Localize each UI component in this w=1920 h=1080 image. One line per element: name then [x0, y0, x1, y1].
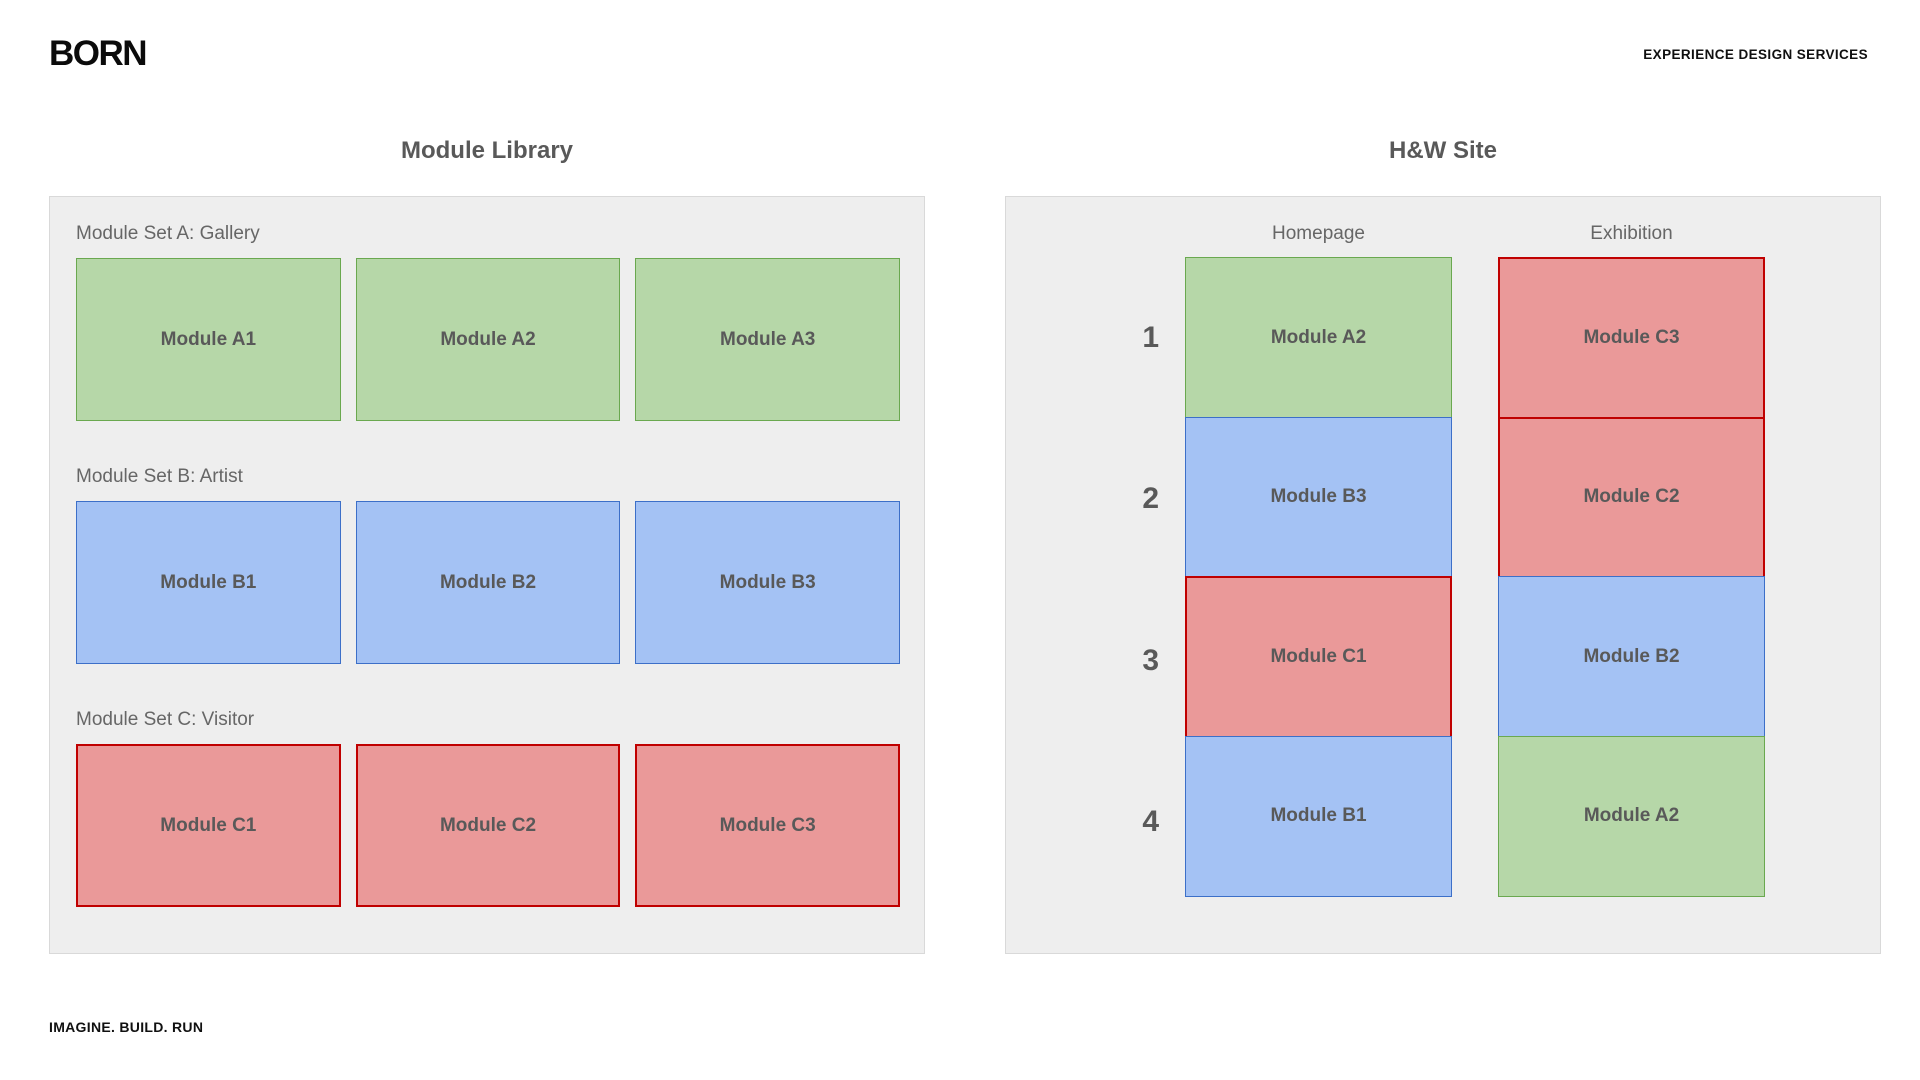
library-module-b3: Module B3 — [635, 501, 901, 664]
exhibition-module-row3: Module B2 — [1498, 576, 1765, 738]
experience-design-services-label: EXPERIENCE DESIGN SERVICES — [1643, 47, 1868, 62]
module-set-b-row: Module B1 Module B2 Module B3 — [76, 501, 901, 664]
module-set-a-row: Module A1 Module A2 Module A3 — [76, 258, 901, 421]
module-library-panel: Module Set A: Gallery Module A1 Module A… — [49, 196, 925, 954]
column-gap — [1452, 223, 1498, 903]
library-module-a1: Module A1 — [76, 258, 341, 421]
module-set-a-label: Module Set A: Gallery — [76, 223, 260, 244]
library-module-c3: Module C3 — [635, 744, 901, 907]
site-grid: 1 2 3 4 Homepage Module A2 Module B3 Mod… — [1006, 197, 1880, 903]
module-set-b-label: Module Set B: Artist — [76, 466, 243, 487]
library-module-a2: Module A2 — [355, 258, 621, 421]
module-set-c-row: Module C1 Module C2 Module C3 — [76, 744, 901, 907]
imagine-build-run-label: IMAGINE. BUILD. RUN — [49, 1019, 204, 1035]
library-module-b1: Module B1 — [76, 501, 341, 664]
exhibition-module-stack: Module C3 Module C2 Module B2 Module A2 — [1498, 257, 1765, 897]
exhibition-module-row1: Module C3 — [1498, 257, 1765, 419]
row-number-3: 3 — [1142, 643, 1159, 677]
library-module-a3: Module A3 — [635, 258, 901, 421]
row-number-1: 1 — [1142, 320, 1159, 354]
exhibition-column: Exhibition Module C3 Module C2 Module B2… — [1498, 223, 1765, 903]
row-number-2: 2 — [1142, 482, 1159, 516]
row-number-gutter: 1 2 3 4 — [1006, 223, 1185, 903]
library-module-c1: Module C1 — [76, 744, 341, 907]
homepage-column-header: Homepage — [1272, 223, 1365, 244]
module-library-title: Module Library — [400, 137, 574, 164]
born-logo: BORN — [49, 34, 148, 73]
library-module-c2: Module C2 — [355, 744, 621, 907]
exhibition-column-header: Exhibition — [1590, 223, 1673, 244]
hw-site-panel: 1 2 3 4 Homepage Module A2 Module B3 Mod… — [1005, 196, 1881, 954]
row-number-4: 4 — [1142, 805, 1159, 839]
homepage-module-row2: Module B3 — [1185, 416, 1452, 578]
exhibition-module-row4: Module A2 — [1498, 735, 1765, 897]
hw-site-title: H&W Site — [1389, 137, 1497, 164]
module-set-c-label: Module Set C: Visitor — [76, 709, 255, 730]
homepage-module-row3: Module C1 — [1185, 576, 1452, 738]
homepage-module-row4: Module B1 — [1185, 735, 1452, 897]
library-module-b2: Module B2 — [355, 501, 621, 664]
exhibition-module-row2: Module C2 — [1498, 416, 1765, 578]
homepage-module-row1: Module A2 — [1185, 257, 1452, 419]
homepage-module-stack: Module A2 Module B3 Module C1 Module B1 — [1185, 257, 1452, 897]
homepage-column: Homepage Module A2 Module B3 Module C1 M… — [1185, 223, 1452, 903]
